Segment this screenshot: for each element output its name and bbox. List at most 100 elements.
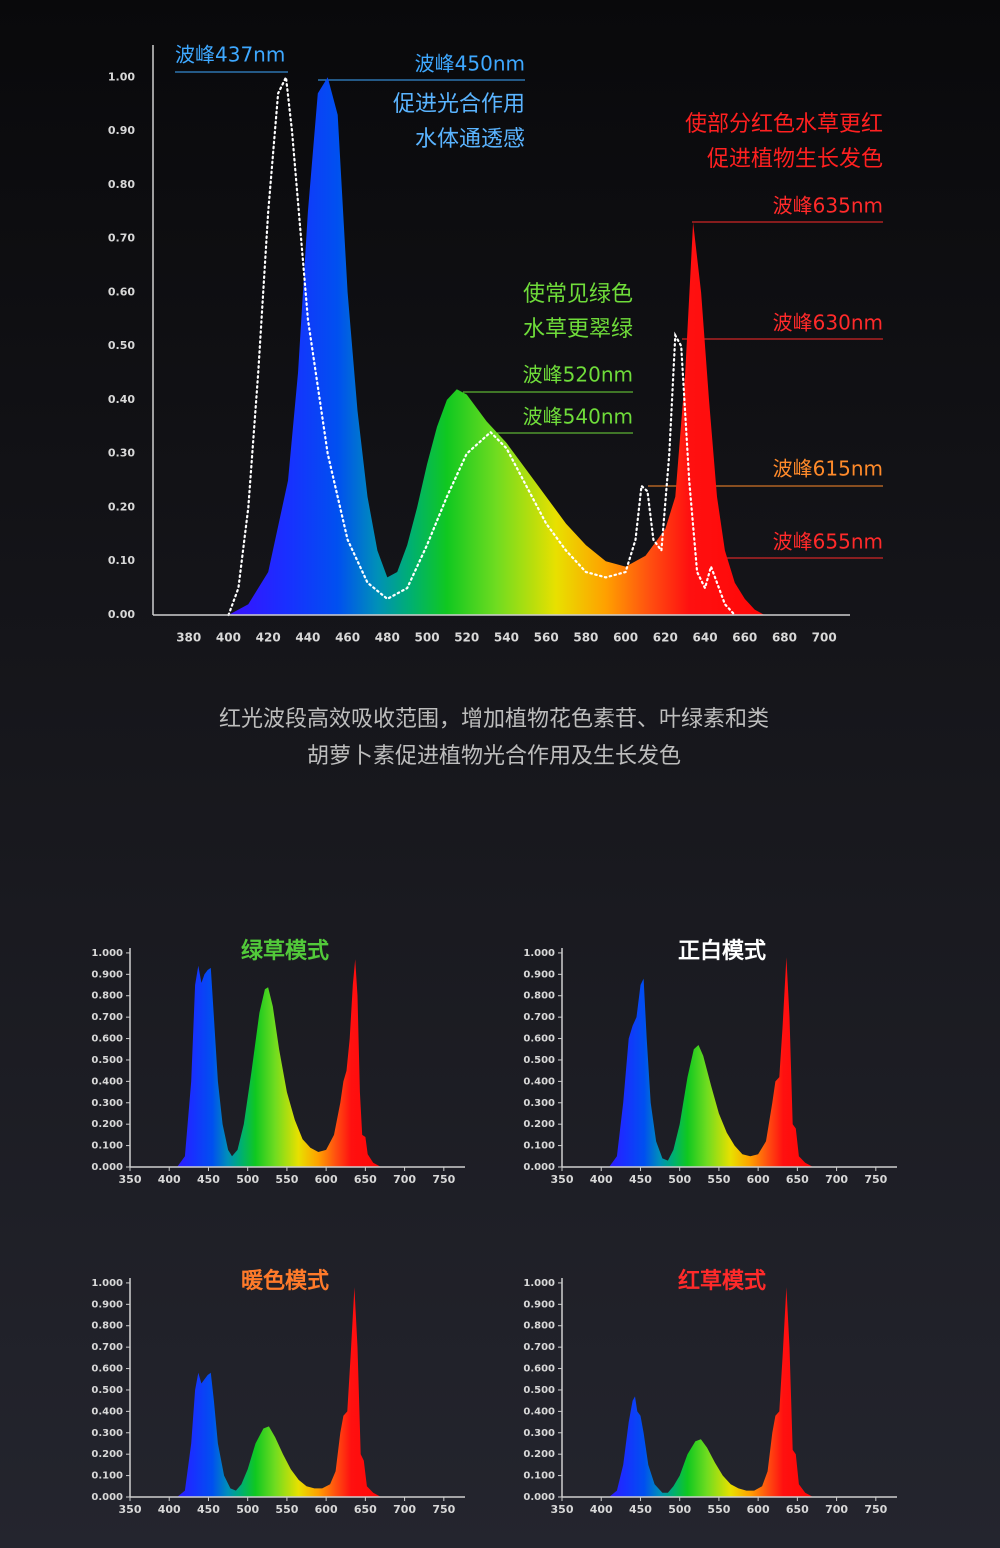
y-tick-label: 1.00 [108,70,135,83]
x-tick-label: 400 [216,631,241,645]
x-tick-label: 500 [236,1173,259,1186]
y-tick-label: 0.800 [523,1321,555,1332]
x-tick-label: 380 [176,631,201,645]
x-tick-label: 700 [825,1503,848,1516]
x-tick-label: 600 [747,1173,770,1186]
x-tick-label: 400 [158,1503,181,1516]
y-tick-label: 0.50 [108,339,135,352]
spectrum-area [609,1287,814,1497]
x-tick-label: 350 [551,1173,574,1186]
y-tick-label: 0.20 [108,500,135,513]
x-tick-label: 450 [197,1173,220,1186]
y-tick-label: 0.700 [523,1012,555,1023]
x-tick-label: 350 [119,1173,142,1186]
y-tick-label: 0.500 [91,1055,123,1066]
y-tick-label: 0.00 [108,608,135,621]
y-tick-label: 0.800 [523,991,555,1002]
spectrum-area [177,1287,382,1497]
spectrum-area [228,77,765,616]
y-tick-label: 0.900 [91,1299,123,1310]
x-tick-label: 480 [375,631,400,645]
y-tick-label: 0.60 [108,285,135,298]
y-tick-label: 0.200 [91,1449,123,1460]
y-tick-label: 0.70 [108,232,135,245]
y-tick-label: 0.600 [523,1034,555,1045]
chart-title: 暖色模式 [241,1268,329,1294]
x-tick-label: 750 [864,1173,887,1186]
y-tick-label: 0.100 [523,1141,555,1152]
y-tick-label: 0.900 [91,969,123,980]
x-tick-label: 500 [415,631,440,645]
annotation: 波峰520nm [523,363,633,387]
annotation: 使部分红色水草更红 [685,112,883,137]
x-tick-label: 460 [335,631,360,645]
y-tick-label: 0.500 [523,1385,555,1396]
x-tick-label: 700 [393,1503,416,1516]
x-tick-label: 560 [534,631,559,645]
chart-title: 红草模式 [678,1268,766,1294]
x-tick-label: 620 [653,631,678,645]
y-tick-label: 0.100 [523,1471,555,1482]
y-tick-label: 0.300 [91,1428,123,1439]
x-tick-label: 500 [236,1503,259,1516]
annotation: 波峰437nm [175,43,285,67]
x-tick-label: 520 [454,631,479,645]
y-tick-label: 1.000 [523,948,555,959]
caption: 胡萝卜素促进植物光合作用及生长发色 [307,744,681,769]
y-tick-label: 0.000 [91,1162,123,1173]
annotation: 波峰615nm [773,457,883,481]
x-tick-label: 550 [707,1173,730,1186]
y-tick-label: 0.000 [523,1162,555,1173]
y-tick-label: 0.300 [91,1098,123,1109]
y-tick-label: 0.600 [91,1364,123,1375]
x-tick-label: 680 [772,631,797,645]
x-tick-label: 600 [315,1173,338,1186]
y-tick-label: 0.600 [523,1364,555,1375]
x-tick-label: 350 [551,1503,574,1516]
y-tick-label: 0.000 [91,1492,123,1503]
y-tick-label: 1.000 [91,948,123,959]
x-tick-label: 450 [629,1503,652,1516]
x-tick-label: 600 [315,1503,338,1516]
x-tick-label: 750 [864,1503,887,1516]
y-tick-label: 0.90 [108,124,135,137]
annotation: 波峰655nm [773,530,883,554]
annotation: 水草更翠绿 [523,317,633,342]
annotation: 促进光合作用 [393,92,525,117]
x-tick-label: 700 [393,1173,416,1186]
x-tick-label: 600 [747,1503,770,1516]
x-tick-label: 550 [275,1503,298,1516]
spectrum-area [177,959,382,1167]
annotation: 波峰540nm [523,405,633,429]
y-tick-label: 0.200 [91,1119,123,1130]
y-tick-label: 0.800 [91,1321,123,1332]
y-tick-label: 0.10 [108,554,135,567]
x-tick-label: 750 [432,1503,455,1516]
y-tick-label: 0.100 [91,1141,123,1152]
y-tick-label: 0.400 [523,1406,555,1417]
x-tick-label: 580 [573,631,598,645]
y-tick-label: 0.30 [108,447,135,460]
x-tick-label: 500 [668,1503,691,1516]
x-tick-label: 650 [354,1503,377,1516]
y-tick-label: 0.600 [91,1034,123,1045]
annotation: 使常见绿色 [523,282,633,307]
y-tick-label: 0.700 [523,1342,555,1353]
annotation: 促进植物生长发色 [707,147,883,172]
x-tick-label: 550 [275,1173,298,1186]
annotation: 波峰450nm [415,52,525,76]
x-tick-label: 400 [590,1173,613,1186]
y-tick-label: 0.200 [523,1119,555,1130]
x-tick-label: 400 [158,1173,181,1186]
annotation: 波峰630nm [773,311,883,335]
x-tick-label: 420 [256,631,281,645]
x-tick-label: 450 [197,1503,220,1516]
y-tick-label: 0.700 [91,1342,123,1353]
y-tick-label: 0.400 [91,1076,123,1087]
y-tick-label: 0.400 [91,1406,123,1417]
y-tick-label: 0.700 [91,1012,123,1023]
y-tick-label: 0.100 [91,1471,123,1482]
x-tick-label: 440 [295,631,320,645]
y-tick-label: 0.400 [523,1076,555,1087]
chart-title: 正白模式 [678,938,766,964]
